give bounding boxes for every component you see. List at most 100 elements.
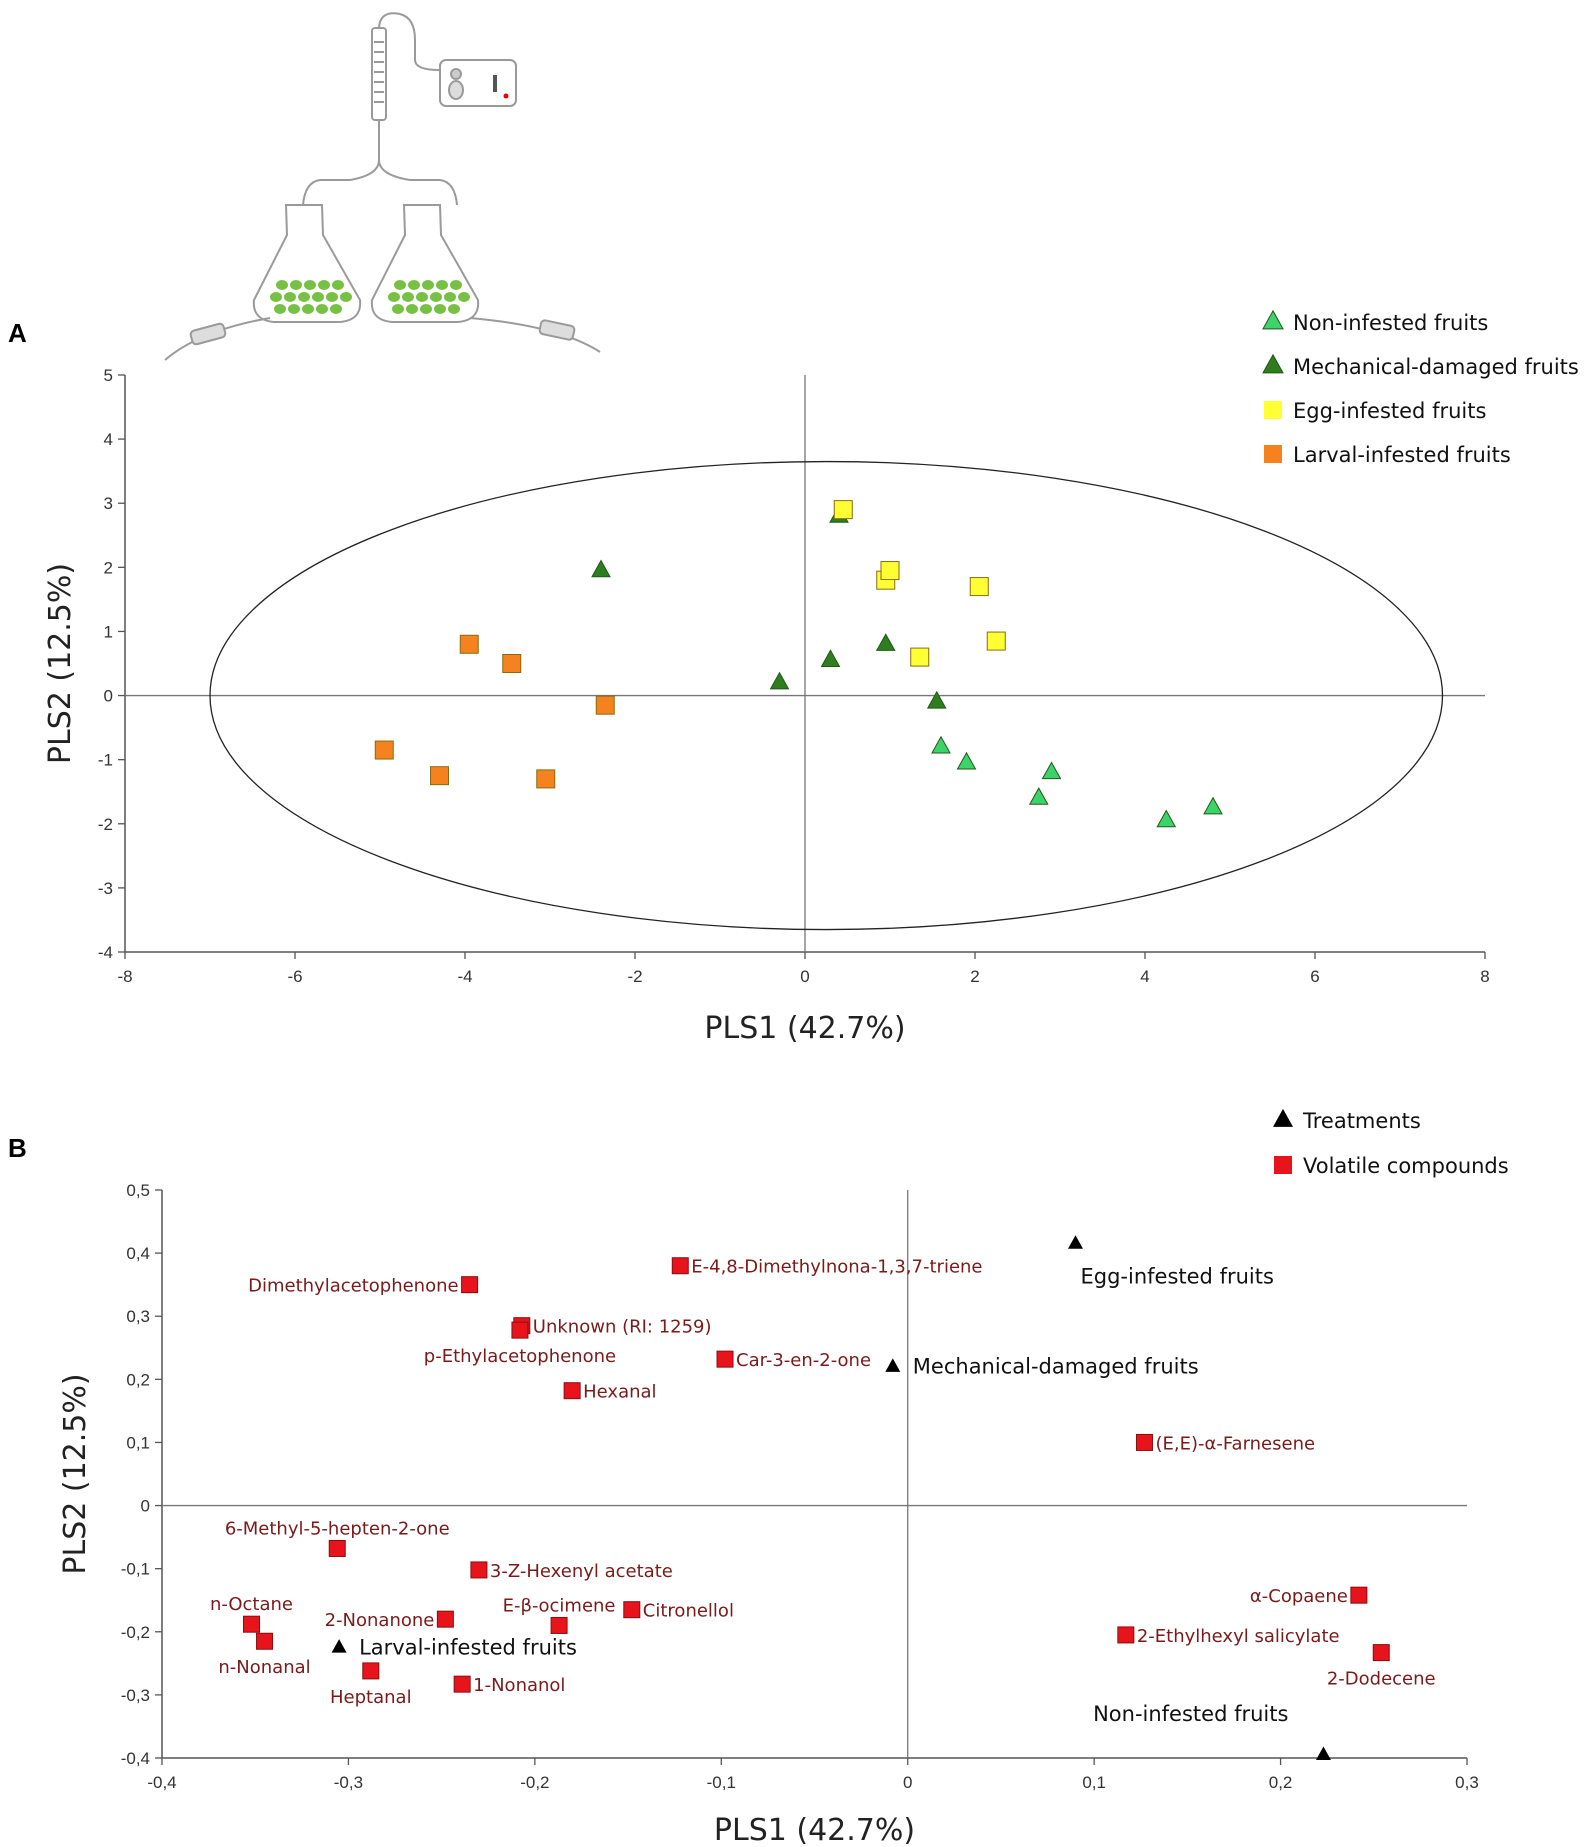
y-tick-label: 0,1 <box>126 1433 150 1452</box>
data-point-triangle <box>926 690 947 709</box>
y-tick-label: -3 <box>98 879 113 898</box>
compound-label: 1-Nonanol <box>473 1675 565 1696</box>
panel-a-label: A <box>8 318 27 348</box>
x-tick-label: -0,2 <box>520 1773 549 1792</box>
chart-b-pls-loading-plot: -0,4 -0,3 -0,2 -0,1 0 0,1 0,2 0,3 -0,4 -0,3 -0,2 -0… <box>58 1108 1509 1847</box>
legend-label: Larval-infested fruits <box>1293 443 1511 467</box>
compound-label: (E,E)-α-Farnesene <box>1155 1433 1315 1454</box>
data-point-triangle <box>956 751 977 770</box>
legend-marker-triangle <box>1262 309 1284 330</box>
compound-label: 3-Z-Hexenyl acetate <box>490 1561 673 1582</box>
y-tick-label: 2 <box>104 558 113 577</box>
x-tick-label: 4 <box>1140 967 1149 986</box>
compound-label: Hexanal <box>583 1382 656 1403</box>
compound-point <box>1117 1626 1135 1644</box>
y-tick-label: 3 <box>104 494 113 513</box>
compound-label: E-4,8-Dimethylnona-1,3,7-triene <box>691 1257 982 1278</box>
compound-label: 2-Dodecene <box>1327 1669 1436 1690</box>
data-point-triangle <box>931 735 951 754</box>
treatment-label: Non-infested fruits <box>1093 1702 1288 1726</box>
legend-marker-square <box>1264 401 1282 419</box>
data-point-triangle <box>875 633 896 651</box>
y-axis-label: PLS2 (12.5%) <box>43 563 78 764</box>
compound-point <box>671 1257 689 1275</box>
data-point-square <box>374 740 394 760</box>
compound-point <box>1350 1586 1368 1604</box>
data-point-square <box>880 561 900 581</box>
legend-label: Egg-infested fruits <box>1293 399 1486 423</box>
panel-b-label: B <box>8 1133 27 1163</box>
compound-label: E-β-ocimene <box>503 1595 616 1616</box>
data-point-triangle <box>1156 809 1177 828</box>
data-point-square <box>833 500 853 520</box>
x-axis-label: PLS1 (42.7%) <box>714 1813 915 1847</box>
data-point-square <box>986 631 1006 651</box>
data-point-square <box>459 634 479 654</box>
legend-label: Volatile compounds <box>1303 1154 1509 1178</box>
compound-label: p-Ethylacetophenone <box>424 1346 616 1367</box>
data-point-triangle <box>1041 761 1062 780</box>
compound-point <box>511 1321 529 1339</box>
x-tick-label: -4 <box>457 967 472 986</box>
compound-point <box>328 1539 346 1557</box>
legend-marker-square <box>1264 445 1282 463</box>
y-tick-label: -0,1 <box>121 1560 150 1579</box>
y-tick-label: 0,2 <box>126 1370 150 1389</box>
compound-point <box>550 1616 568 1634</box>
compound-label: Unknown (RI: 1259) <box>533 1317 712 1338</box>
x-tick-label: -0,1 <box>707 1773 736 1792</box>
compound-label: Citronellol <box>643 1601 734 1622</box>
y-tick-label: 0,5 <box>126 1181 150 1200</box>
treatment-point <box>331 1639 347 1653</box>
compound-label: 6-Methyl-5-hepten-2-one <box>225 1518 450 1539</box>
compound-point <box>453 1675 471 1693</box>
treatment-label: Mechanical-damaged fruits <box>913 1355 1199 1379</box>
x-tick-label: 2 <box>970 967 979 986</box>
y-tick-label: -1 <box>98 751 113 770</box>
y-tick-label: 4 <box>104 430 113 449</box>
compound-label: n-Nonanal <box>218 1657 310 1678</box>
compound-label: Dimethylacetophenone <box>248 1276 458 1297</box>
x-axis-label: PLS1 (42.7%) <box>704 1011 905 1046</box>
compound-point <box>470 1561 488 1579</box>
legend-marker-triangle <box>1273 1108 1293 1127</box>
legend-label: Non-infested fruits <box>1293 311 1488 335</box>
treatment-label: Larval-infested fruits <box>359 1636 577 1660</box>
compound-point <box>563 1382 581 1400</box>
treatment-label: Egg-infested fruits <box>1081 1265 1274 1289</box>
x-tick-label: 0 <box>800 967 809 986</box>
x-tick-label: 0,1 <box>1082 1773 1106 1792</box>
x-tick-label: -8 <box>117 967 132 986</box>
y-tick-label: 5 <box>104 366 113 385</box>
x-tick-label: -0,4 <box>147 1773 176 1792</box>
legend-label: Mechanical-damaged fruits <box>1293 355 1579 379</box>
y-tick-label: 1 <box>104 622 113 641</box>
x-tick-label: 0,2 <box>1269 1773 1293 1792</box>
y-tick-label: -0,2 <box>121 1623 150 1642</box>
treatment-point <box>885 1358 901 1372</box>
compound-label: Heptanal <box>330 1687 412 1708</box>
confidence-ellipse <box>209 460 1444 931</box>
x-tick-label: 0 <box>903 1773 912 1792</box>
compound-label: α-Copaene <box>1250 1586 1348 1607</box>
compound-label: 2-Ethylhexyl salicylate <box>1137 1626 1340 1647</box>
data-point-square <box>595 695 615 715</box>
compound-point <box>1372 1644 1390 1662</box>
y-tick-label: 0 <box>104 687 113 706</box>
compound-point <box>461 1276 479 1294</box>
treatment-point <box>1315 1746 1331 1760</box>
compound-label: Car-3-en-2-one <box>736 1350 871 1371</box>
data-point-square <box>502 654 522 673</box>
y-tick-label: -2 <box>98 815 113 834</box>
data-point-triangle <box>591 559 611 578</box>
x-tick-label: 8 <box>1480 967 1489 986</box>
x-tick-label: 6 <box>1310 967 1319 986</box>
compound-point <box>362 1662 380 1680</box>
compound-point <box>716 1350 734 1368</box>
data-point-square <box>910 647 930 667</box>
y-tick-label: -0,3 <box>121 1686 150 1705</box>
compound-label: n-Octane <box>210 1594 293 1615</box>
data-point-triangle <box>769 671 790 690</box>
compound-point <box>242 1615 260 1633</box>
y-tick-label: 0,4 <box>126 1244 150 1263</box>
